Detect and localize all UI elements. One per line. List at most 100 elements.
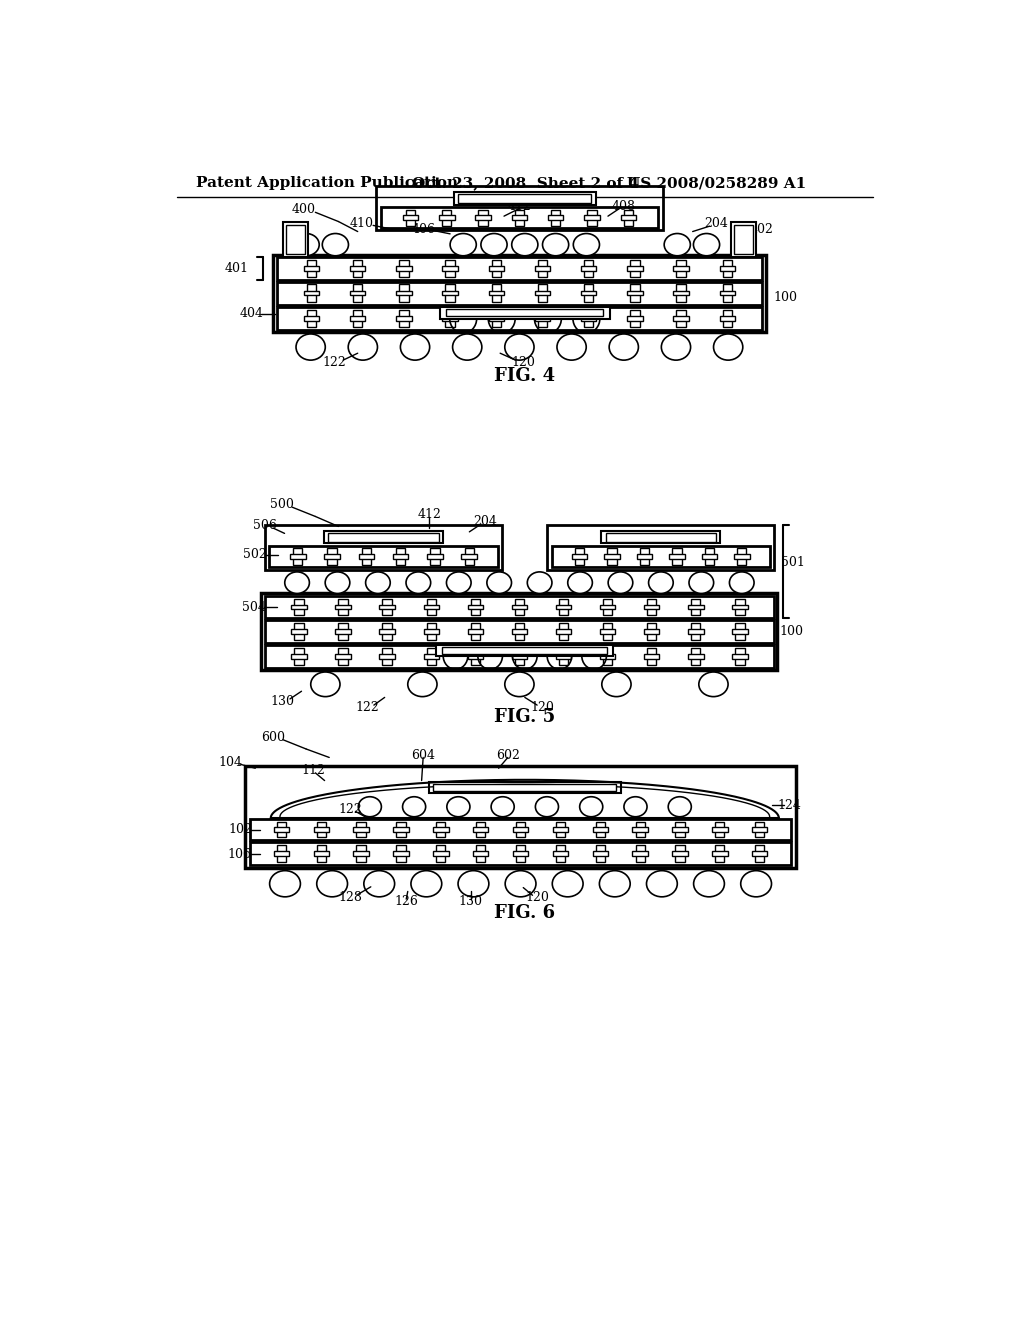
Ellipse shape (364, 871, 394, 896)
Ellipse shape (567, 572, 592, 594)
Text: 122: 122 (338, 803, 361, 816)
Ellipse shape (689, 572, 714, 594)
Bar (316, 821, 326, 837)
Bar (676, 845, 685, 862)
Bar (424, 655, 439, 659)
Text: Patent Application Publication: Patent Application Publication (196, 176, 458, 190)
Bar (593, 828, 608, 832)
Text: 102: 102 (228, 824, 252, 837)
Bar (588, 210, 597, 226)
Bar (628, 290, 643, 296)
Ellipse shape (316, 871, 347, 896)
Ellipse shape (400, 334, 430, 360)
Text: 106: 106 (228, 847, 252, 861)
Bar (380, 605, 395, 610)
Bar (307, 310, 316, 327)
Bar (393, 554, 409, 558)
Ellipse shape (573, 234, 599, 256)
Text: 120: 120 (511, 356, 536, 370)
Bar (535, 267, 550, 271)
Bar (538, 310, 547, 327)
Bar (603, 623, 612, 640)
Text: 130: 130 (459, 895, 483, 908)
Bar (396, 267, 412, 271)
Bar (440, 308, 609, 318)
Bar (430, 548, 439, 565)
Bar (628, 317, 643, 321)
Text: 408: 408 (611, 199, 635, 213)
Ellipse shape (358, 797, 381, 817)
Bar (596, 821, 605, 837)
Bar (731, 222, 756, 257)
Text: 402: 402 (750, 223, 774, 236)
Bar (705, 548, 714, 565)
Bar (442, 290, 458, 296)
Bar (712, 828, 728, 832)
Bar (553, 851, 568, 857)
Bar (291, 655, 306, 659)
Bar (335, 630, 350, 634)
Ellipse shape (552, 871, 583, 896)
Bar (396, 821, 406, 837)
Bar (515, 210, 524, 226)
Bar (512, 605, 527, 610)
Text: 504: 504 (242, 601, 265, 614)
Bar (584, 310, 593, 327)
Bar (547, 525, 774, 570)
Bar (286, 226, 304, 253)
Bar (673, 828, 688, 832)
Bar (515, 598, 524, 615)
Bar (338, 623, 347, 640)
Ellipse shape (458, 871, 488, 896)
Bar (439, 215, 455, 220)
Text: US 2008/0258289 A1: US 2008/0258289 A1 (628, 176, 807, 190)
Bar (723, 260, 732, 277)
Bar (552, 545, 770, 568)
Text: 502: 502 (244, 548, 267, 561)
Bar (732, 605, 748, 610)
Bar (313, 828, 329, 832)
Bar (715, 821, 725, 837)
Ellipse shape (505, 672, 535, 697)
Bar (429, 781, 621, 793)
Bar (647, 648, 656, 665)
Bar (383, 648, 392, 665)
Bar (273, 828, 289, 832)
Bar (556, 821, 565, 837)
Bar (465, 548, 474, 565)
Bar (631, 260, 640, 277)
Bar (445, 310, 455, 327)
Bar (335, 655, 350, 659)
Bar (290, 554, 305, 558)
Bar (353, 285, 362, 302)
Bar (605, 533, 716, 543)
Text: 406: 406 (412, 223, 435, 236)
Bar (350, 267, 366, 271)
Bar (283, 222, 307, 257)
Ellipse shape (662, 334, 690, 360)
Bar (475, 215, 490, 220)
Bar (584, 260, 593, 277)
Bar (631, 285, 640, 302)
Ellipse shape (326, 572, 350, 594)
Ellipse shape (693, 234, 720, 256)
Bar (313, 851, 329, 857)
Bar (265, 595, 773, 618)
Text: 126: 126 (394, 895, 418, 908)
Bar (585, 215, 600, 220)
Bar (571, 554, 587, 558)
Ellipse shape (609, 334, 638, 360)
Text: 600: 600 (261, 731, 285, 744)
Bar (516, 821, 525, 837)
Bar (673, 548, 682, 565)
Bar (633, 851, 648, 857)
Bar (735, 648, 744, 665)
Ellipse shape (693, 871, 724, 896)
Bar (276, 257, 762, 280)
Ellipse shape (408, 672, 437, 697)
Bar (600, 605, 615, 610)
Bar (383, 598, 392, 615)
Ellipse shape (296, 334, 326, 360)
Bar (556, 655, 571, 659)
Bar (473, 828, 488, 832)
